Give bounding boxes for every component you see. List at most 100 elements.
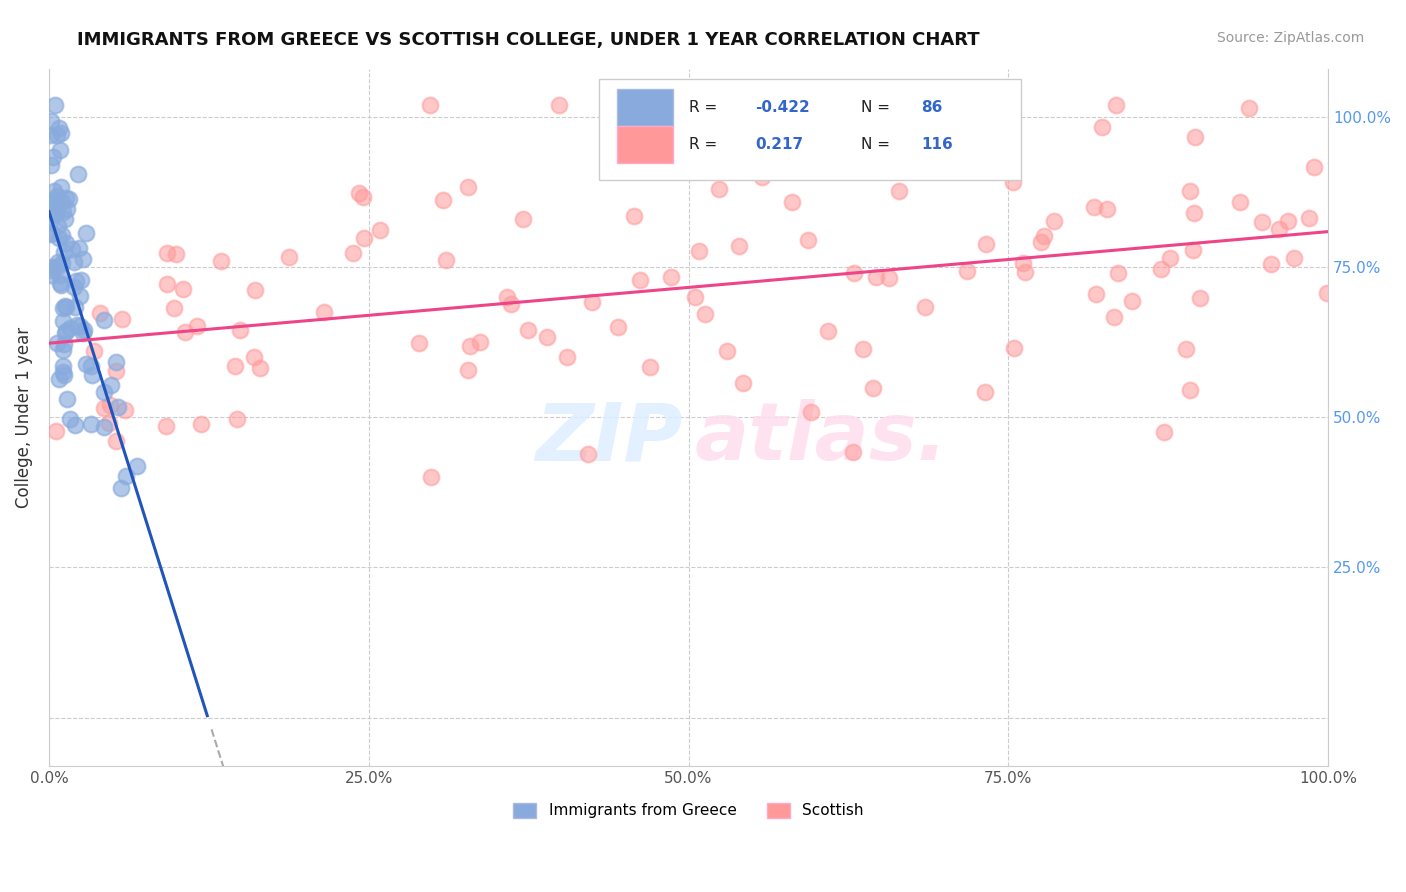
Point <box>65 274 87 288</box>
Text: 86: 86 <box>921 100 943 115</box>
Point <box>844 266 866 280</box>
Point <box>52 366 75 380</box>
Point <box>638 360 661 375</box>
Point <box>39 114 62 128</box>
Point <box>51 277 73 292</box>
Point <box>80 417 103 432</box>
Point <box>576 447 599 461</box>
Point <box>46 188 69 202</box>
Point <box>1149 262 1171 277</box>
Point <box>114 402 136 417</box>
Point <box>695 307 717 321</box>
Point <box>39 215 62 229</box>
Point <box>39 128 62 143</box>
Point <box>1180 383 1202 397</box>
Point <box>457 362 479 376</box>
Point <box>44 97 66 112</box>
Point <box>628 273 651 287</box>
Point <box>707 181 730 195</box>
Text: 116: 116 <box>921 137 953 152</box>
Point <box>52 359 75 374</box>
Point <box>75 226 97 240</box>
Point <box>516 323 538 337</box>
Point <box>733 376 755 391</box>
FancyBboxPatch shape <box>599 79 1021 180</box>
Point <box>797 233 820 247</box>
Point <box>817 324 839 338</box>
Point <box>39 268 62 282</box>
Point <box>547 97 569 112</box>
Point <box>51 228 73 243</box>
Point <box>1229 194 1251 209</box>
Point <box>352 189 374 203</box>
Point <box>63 300 86 314</box>
Point <box>41 226 63 240</box>
Point <box>107 401 129 415</box>
Point <box>173 325 195 339</box>
Point <box>973 385 995 400</box>
Point <box>1302 161 1324 175</box>
Point <box>63 255 86 269</box>
Point <box>1091 120 1114 134</box>
Point <box>342 246 364 260</box>
Point <box>48 230 70 244</box>
Point <box>72 326 94 340</box>
Point <box>44 193 66 207</box>
Point <box>89 306 111 320</box>
Point <box>226 412 249 426</box>
Point <box>1282 251 1305 265</box>
Point <box>780 195 803 210</box>
Point <box>51 256 73 270</box>
Point <box>1107 266 1129 280</box>
Point <box>55 392 77 406</box>
Point <box>1184 129 1206 144</box>
Point <box>65 418 87 433</box>
Point <box>727 239 749 253</box>
Point <box>1033 229 1056 244</box>
Point <box>82 368 104 383</box>
Point <box>59 321 82 335</box>
Point <box>803 136 825 150</box>
Point <box>172 282 194 296</box>
Point <box>278 250 301 264</box>
Point <box>39 158 62 172</box>
Point <box>52 301 75 315</box>
Point <box>59 412 82 426</box>
Point <box>42 150 65 164</box>
Point <box>51 126 73 140</box>
Text: R =: R = <box>689 137 717 152</box>
Point <box>432 193 454 207</box>
Text: 0.217: 0.217 <box>755 137 803 152</box>
Point <box>242 350 264 364</box>
Point <box>1001 175 1024 189</box>
Point <box>1316 286 1339 301</box>
Point <box>852 342 875 356</box>
Point <box>49 268 72 282</box>
Point <box>55 191 77 205</box>
Text: R =: R = <box>689 100 717 115</box>
Point <box>44 196 66 211</box>
Point <box>45 128 67 142</box>
Point <box>458 339 481 353</box>
Point <box>1277 214 1299 228</box>
Point <box>52 336 75 351</box>
Point <box>623 209 645 223</box>
Point <box>756 127 779 141</box>
Point <box>1085 286 1108 301</box>
Point <box>1260 257 1282 271</box>
Text: -0.422: -0.422 <box>755 100 810 115</box>
Point <box>800 405 823 419</box>
Point <box>1251 215 1274 229</box>
Point <box>52 314 75 328</box>
Point <box>104 354 127 368</box>
Point <box>62 280 84 294</box>
Text: ZIP: ZIP <box>534 399 682 477</box>
Point <box>1181 244 1204 258</box>
Point <box>93 385 115 400</box>
Point <box>347 186 370 201</box>
Point <box>53 326 76 340</box>
Text: IMMIGRANTS FROM GREECE VS SCOTTISH COLLEGE, UNDER 1 YEAR CORRELATION CHART: IMMIGRANTS FROM GREECE VS SCOTTISH COLLE… <box>77 31 980 49</box>
Point <box>46 219 69 233</box>
Point <box>1042 213 1064 227</box>
Point <box>48 277 70 291</box>
